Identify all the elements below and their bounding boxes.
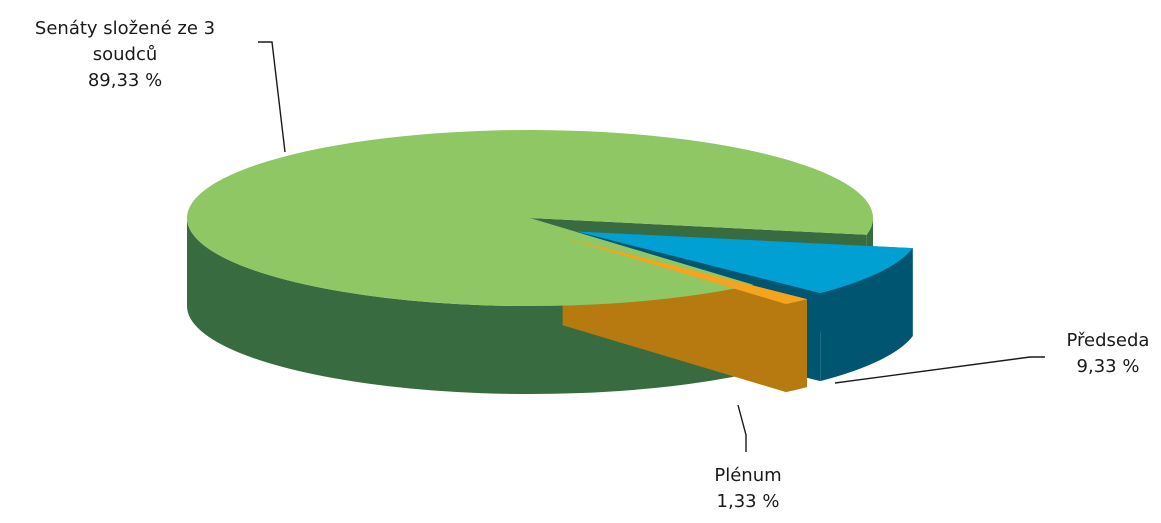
data-label-senaty-slozene-ze-3-soudcu: Senáty složené ze 3 soudců 89,33 % <box>35 18 215 91</box>
data-label-category: Senáty složené ze 3 <box>35 18 215 39</box>
slice-plenum-top <box>562 237 808 305</box>
slice-predseda-side-0 <box>820 248 913 382</box>
data-label-value: 1,33 % <box>717 491 780 512</box>
leader-lines <box>258 41 1045 452</box>
data-label-plenum: Plénum 1,33 % <box>714 465 781 512</box>
data-label-category: Plénum <box>714 465 781 486</box>
data-label-category: soudců <box>93 44 158 65</box>
data-label-value: 89,33 % <box>88 70 162 91</box>
slice-plenum-side-0 <box>786 299 808 393</box>
slice-tops <box>187 129 913 306</box>
data-label-value: 9,33 % <box>1077 356 1140 377</box>
leader-line-plenum <box>737 404 747 452</box>
leader-line-predseda <box>834 356 1045 384</box>
slice-senaty-slozene-ze-3-soudcu-top <box>187 129 874 306</box>
data-label-predseda: Předseda 9,33 % <box>1067 330 1150 377</box>
leader-line-senaty-slozene-ze-3-soudcu <box>258 41 286 153</box>
data-labels: Senáty složené ze 3 soudců 89,33 % Předseda… <box>35 18 1150 512</box>
slice-senaty-slozene-ze-3-soudcu-side-0 <box>187 218 754 394</box>
slice-predseda-top <box>576 231 913 294</box>
data-label-category: Předseda <box>1067 330 1150 351</box>
